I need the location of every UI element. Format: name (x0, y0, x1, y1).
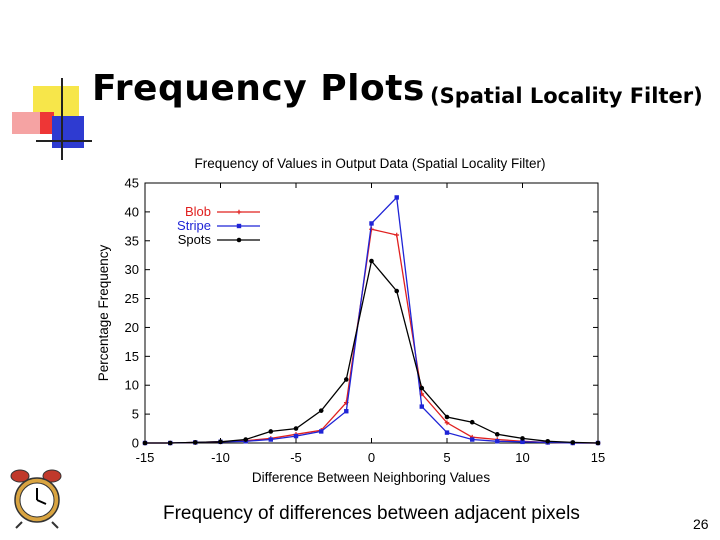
y-tick-label: 5 (132, 407, 139, 422)
deco-blue-square (52, 116, 84, 148)
y-tick-label: 15 (125, 349, 139, 364)
point-spots (192, 440, 198, 445)
x-tick-label: 10 (515, 450, 529, 465)
point-stripe (495, 439, 500, 444)
x-tick-label: -10 (211, 450, 230, 465)
point-stripe (520, 439, 525, 445)
point-spots (419, 385, 425, 391)
point-stripe (369, 221, 374, 226)
point-spots (142, 440, 148, 446)
y-tick-label: 30 (125, 262, 139, 277)
point-spots (318, 408, 324, 413)
point-spots (369, 258, 374, 264)
y-tick-label: 0 (132, 436, 139, 451)
x-tick-label: 15 (591, 450, 605, 465)
y-tick-label: 40 (125, 204, 139, 219)
slide-caption: Frequency of differences between adjacen… (163, 503, 580, 524)
point-blob (394, 232, 400, 238)
point-spots (520, 436, 525, 441)
deco-horizontal-line (36, 140, 92, 142)
legend-label-blob: Blob (185, 204, 211, 219)
legend-label-stripe: Stripe (177, 218, 211, 233)
slide-title: Frequency Plots (92, 68, 425, 109)
x-axis-label: Difference Between Neighboring Values (252, 470, 490, 485)
y-tick-label: 35 (125, 233, 139, 248)
point-spots (218, 439, 223, 445)
legend-marker-stripe (236, 223, 242, 229)
point-stripe (394, 195, 399, 200)
legend-marker-spots (236, 237, 242, 243)
point-spots (167, 440, 173, 446)
point-spots (595, 440, 601, 446)
deco-vertical-line (61, 78, 63, 160)
legend-label-spots: Spots (178, 232, 212, 247)
y-tick-label: 25 (125, 291, 139, 306)
y-axis-label: Percentage Frequency (96, 244, 111, 381)
point-stripe (419, 404, 424, 409)
x-tick-label: 0 (368, 450, 375, 465)
point-spots (343, 377, 349, 382)
y-tick-label: 45 (125, 176, 139, 191)
deco-red-band (40, 112, 54, 134)
point-stripe (444, 430, 450, 435)
chart-title: Frequency of Values in Output Data (Spat… (195, 156, 546, 171)
x-tick-label: -15 (136, 450, 155, 465)
point-stripe (268, 437, 273, 442)
series-line-stripe (145, 195, 598, 444)
page-number: 26 (693, 516, 709, 532)
point-blob (444, 420, 450, 426)
slide-subtitle: (Spatial Locality Filter) (430, 84, 703, 108)
point-stripe (293, 433, 299, 439)
point-spots (469, 419, 475, 425)
point-spots (545, 438, 551, 444)
point-spots (243, 437, 249, 442)
y-tick-label: 10 (125, 378, 139, 393)
point-spots (293, 426, 299, 431)
point-stripe (470, 437, 475, 442)
series-line-spots (145, 259, 599, 444)
legend-marker-blob (236, 209, 242, 215)
point-spots (268, 429, 274, 434)
point-stripe (319, 429, 324, 434)
point-spots (570, 440, 576, 445)
alarm-clock-icon (10, 469, 62, 529)
y-tick-label: 20 (125, 320, 139, 335)
x-tick-label: -5 (290, 450, 302, 465)
point-spots (494, 432, 500, 437)
point-stripe (344, 409, 349, 414)
point-spots (444, 414, 450, 420)
point-spots (394, 288, 400, 294)
x-tick-label: 5 (443, 450, 450, 465)
